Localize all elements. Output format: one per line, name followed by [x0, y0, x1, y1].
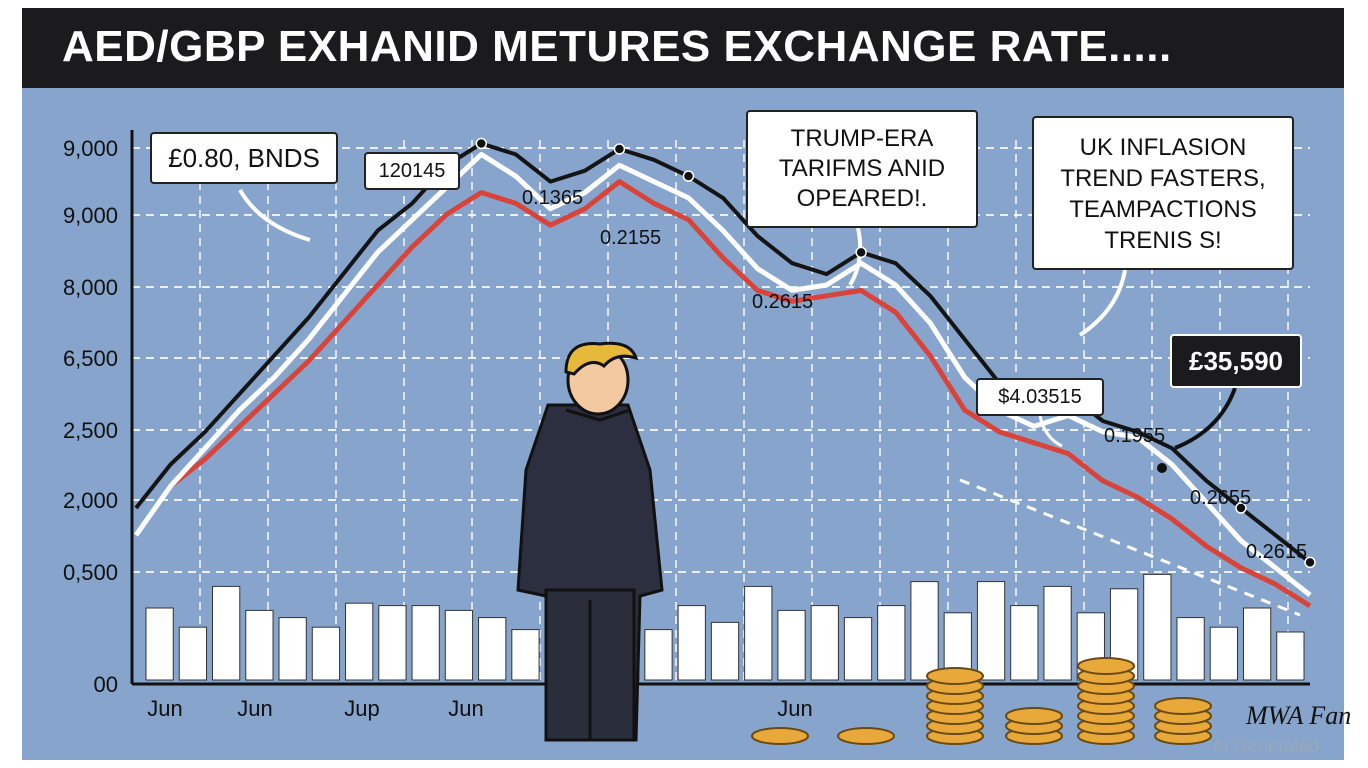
callout-left-note-text: £0.80, BNDS [168, 143, 320, 173]
x-tick-labels: Jun Jun Jup Jun Jun [147, 696, 812, 721]
volume-bar-11 [511, 629, 540, 681]
volume-bar-34 [1276, 631, 1305, 681]
volume-bar-33 [1242, 607, 1272, 681]
title-bar [22, 8, 1344, 88]
callout-inflation-line-1: UK INFLASION [1079, 134, 1247, 161]
callout-inflation-line-3: TEAMPACTIONS [1069, 196, 1257, 223]
point-markers [475, 137, 1316, 569]
volume-bar-5 [311, 626, 341, 681]
point-marker-5 [1304, 556, 1316, 569]
callout-mid-value: $4.03515 [976, 378, 1104, 416]
callout-price-text: £35,590 [1189, 346, 1283, 376]
volume-bar-15 [644, 629, 673, 681]
callout-peak-value-text: 120145 [378, 160, 446, 182]
coin-1-0 [837, 727, 895, 745]
series-line-2 [168, 179, 1312, 609]
volume-bar-18 [744, 585, 773, 681]
series-lines [133, 141, 1312, 617]
volume-bar-4 [278, 617, 307, 681]
volume-bar-9 [444, 609, 474, 681]
volume-bar-19 [777, 609, 806, 681]
coin-2-6 [926, 667, 984, 685]
y-tick-label-1: 0,500 [63, 560, 118, 585]
callout-pointers [238, 189, 1237, 473]
callout-peak-value: 120145 [364, 152, 460, 190]
callout-tariffs-line-1: TRUMP-ERA [790, 125, 934, 152]
volume-bar-7 [378, 605, 407, 681]
callout-mid-value-text: $4.03515 [998, 386, 1082, 408]
callout-inflation-line-2: TREND FASTERS, [1060, 165, 1266, 192]
volume-bar-8 [411, 605, 440, 681]
y-tick-labels: 00 0,500 2,000 2,500 6,500 8,000 9,000 9,000 [63, 136, 118, 697]
point-marker-2 [682, 170, 695, 182]
callout-price: £35,590 [1170, 334, 1302, 388]
volume-bar-20 [810, 605, 839, 681]
volume-bar-27 [1043, 585, 1072, 681]
y-tick-label-2: 2,000 [63, 488, 118, 513]
coin-4-7 [1077, 657, 1135, 675]
volume-bar-26 [1010, 605, 1039, 681]
y-tick-label-0: 00 [94, 672, 118, 697]
point-label-3: 0.2615 [752, 291, 813, 313]
volume-bar-23 [910, 581, 939, 681]
y-tick-label-7: 9,000 [63, 136, 118, 161]
volume-bar-31 [1176, 617, 1205, 681]
volume-bar-1 [178, 626, 208, 681]
callout-inflation: UK INFLASION TREND FASTERS, TEAMPACTIONS… [1032, 116, 1294, 270]
volume-bar-0 [145, 607, 174, 681]
volume-bar-6 [345, 602, 374, 681]
y-tick-label-4: 6,500 [63, 346, 118, 371]
x-tick-label-2: Jup [344, 696, 379, 721]
coin-3-2 [1005, 707, 1063, 725]
volume-bar-10 [478, 617, 507, 681]
volume-bar-3 [245, 609, 274, 681]
point-label-5: 0.2655 [1190, 487, 1251, 509]
coin-0-0 [751, 727, 809, 745]
y-tick-label-6: 9,000 [63, 203, 118, 228]
chart-title: AED/GBP EXHANID METURES EXCHANGE RATE...… [62, 22, 1172, 71]
series-line-0 [134, 141, 1312, 564]
volume-bar-21 [843, 617, 873, 681]
coin-5-3 [1154, 697, 1212, 715]
point-marker-3 [855, 246, 867, 259]
volume-bar-22 [877, 605, 906, 681]
watermark: AI Generated [1212, 736, 1320, 756]
volume-bar-25 [976, 581, 1006, 681]
volume-bar-30 [1143, 573, 1172, 681]
x-tick-label-4: Jun [777, 696, 812, 721]
coin-stacks [751, 657, 1212, 745]
point-label-2: 0.2155 [600, 227, 661, 249]
callout-tariffs: TRUMP-ERA TARIFMS ANID OPEARED!. [746, 110, 978, 228]
trend-dashed-line [959, 478, 1301, 617]
series-line-1 [133, 151, 1312, 597]
volume-bar-32 [1209, 626, 1238, 681]
callout-left-note: £0.80, BNDS [150, 132, 338, 184]
point-label-6: 0.2615 [1246, 541, 1307, 563]
callout-inflation-line-4: TRENIS S! [1104, 227, 1222, 254]
point-marker-4 [1235, 502, 1247, 514]
x-tick-label-3: Jun [448, 696, 483, 721]
artist-signature: MWA Fan [1245, 701, 1351, 730]
y-tick-label-3: 2,500 [63, 418, 118, 443]
callout-tariffs-line-2: TARIFMS ANID [778, 155, 946, 182]
volume-bar-17 [710, 621, 740, 681]
callout-tariffs-line-3: OPEARED!. [796, 185, 928, 212]
y-tick-label-5: 8,000 [63, 275, 118, 300]
x-tick-label-0: Jun [147, 696, 182, 721]
point-marker-0 [475, 137, 488, 150]
volume-bar-2 [212, 585, 241, 681]
point-marker-1 [613, 143, 626, 155]
volume-bar-16 [677, 605, 706, 681]
x-tick-label-1: Jun [237, 696, 272, 721]
point-label-4: 0.1955 [1104, 425, 1165, 447]
point-label-1: 0.1365 [522, 187, 583, 209]
businessman-figure [516, 341, 664, 742]
